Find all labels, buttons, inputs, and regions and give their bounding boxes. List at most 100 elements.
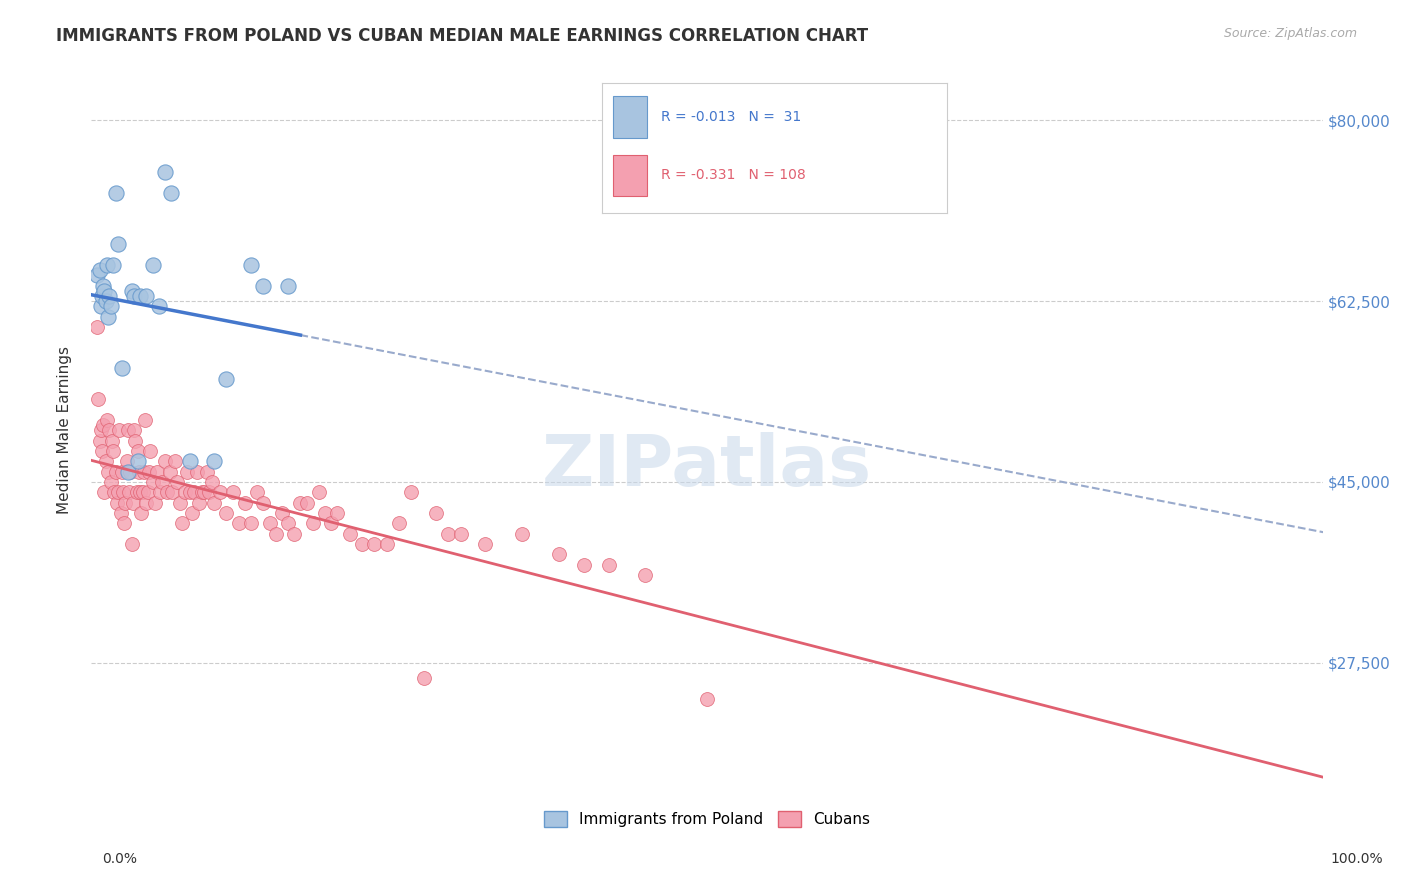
Point [450,526,472,541]
Point [221,485,243,500]
Point [122,289,145,303]
Point [122,423,145,437]
Point [163,454,186,468]
Point [121,284,143,298]
Point [143,495,166,509]
Point [264,526,287,541]
Point [141,258,163,272]
Point [375,537,398,551]
Point [193,485,215,500]
Point [131,485,153,500]
Text: ZIPatlas: ZIPatlas [543,432,872,501]
Point [135,495,157,509]
Point [94,294,117,309]
Point [138,465,160,479]
Point [146,465,169,479]
Point [215,506,238,520]
Point [127,444,149,458]
Point [125,485,148,500]
Point [118,485,141,500]
Point [183,485,205,500]
Point [107,237,129,252]
Point [437,526,460,541]
Point [129,289,152,303]
Point [202,495,225,509]
Point [111,361,134,376]
Point [114,495,136,509]
Point [86,319,108,334]
Point [215,371,238,385]
Point [308,485,330,500]
Point [388,516,411,531]
Point [277,278,299,293]
Point [96,413,118,427]
Point [201,475,224,489]
Point [148,299,170,313]
Point [252,278,274,293]
Point [93,485,115,500]
Point [149,485,172,500]
Point [209,485,232,500]
Point [233,495,256,509]
Point [98,289,121,303]
Point [363,537,385,551]
Point [104,186,127,200]
Point [100,475,122,489]
Point [160,186,183,200]
Point [117,465,139,479]
Point [176,465,198,479]
Point [301,516,323,531]
Point [112,516,135,531]
Point [162,485,184,500]
Point [153,165,176,179]
Point [121,495,143,509]
Point [135,289,157,303]
Point [425,506,447,520]
Point [100,299,122,313]
Point [104,465,127,479]
Point [90,423,112,437]
Point [195,465,218,479]
Point [696,692,718,706]
Text: 100.0%: 100.0% [1330,852,1384,866]
Point [101,434,124,448]
Point [191,485,214,500]
Point [634,568,657,582]
Point [98,423,121,437]
Point [295,495,318,509]
Point [101,258,124,272]
Point [141,475,163,489]
Point [510,526,533,541]
Point [252,495,274,509]
Point [124,434,146,448]
Point [156,485,179,500]
Point [350,537,373,551]
Point [314,506,336,520]
Point [339,526,361,541]
Point [121,537,143,551]
Point [136,485,159,500]
Point [572,558,595,572]
Point [134,413,156,427]
Point [111,465,134,479]
Point [97,465,120,479]
Y-axis label: Median Male Earnings: Median Male Earnings [58,346,72,515]
Point [90,299,112,313]
Point [198,485,221,500]
Point [103,485,125,500]
Legend: Immigrants from Poland, Cubans: Immigrants from Poland, Cubans [536,804,879,835]
Point [228,516,250,531]
Text: Source: ZipAtlas.com: Source: ZipAtlas.com [1223,27,1357,40]
Point [474,537,496,551]
Point [108,423,131,437]
Point [259,516,281,531]
Point [96,258,118,272]
Point [172,516,194,531]
Point [246,485,269,500]
Point [290,495,312,509]
Point [101,444,124,458]
Point [401,485,423,500]
Point [240,258,263,272]
Point [105,495,128,509]
Point [181,506,204,520]
